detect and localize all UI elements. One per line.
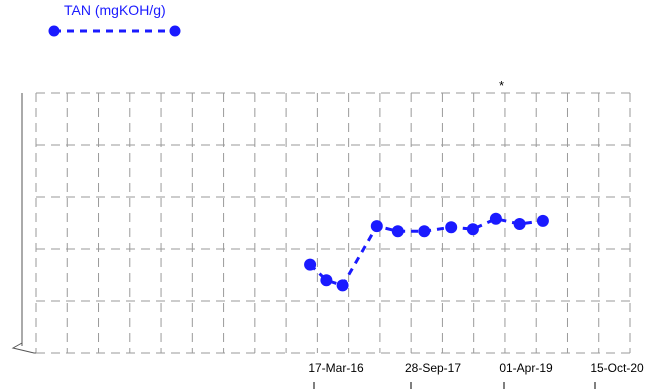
x-axis-ticks: 17-Mar-16 28-Sep-17 01-Apr-19 15-Oct-20	[308, 361, 644, 389]
data-point	[304, 258, 317, 271]
data-point	[466, 223, 479, 236]
x-tick-label: 15-Oct-20	[590, 361, 644, 375]
data-point	[320, 274, 333, 287]
grid	[35, 92, 631, 354]
x-tick-label: 17-Mar-16	[308, 361, 364, 375]
data-point	[536, 214, 549, 227]
x-tick-label: 01-Apr-19	[499, 361, 553, 375]
legend-label: TAN (mgKOH/g)	[64, 2, 166, 18]
data-point	[336, 279, 349, 292]
legend-marker	[48, 25, 60, 37]
y-axis	[11, 93, 36, 354]
data-point	[418, 225, 431, 238]
data-point	[489, 212, 502, 225]
data-point	[370, 220, 383, 233]
data-point	[445, 221, 458, 234]
x-tick-label: 28-Sep-17	[405, 361, 461, 375]
axis-break-mark	[11, 342, 36, 354]
legend-marker	[169, 25, 181, 37]
legend: TAN (mgKOH/g)	[48, 2, 181, 37]
data-point	[391, 225, 404, 238]
data-point	[513, 218, 526, 230]
series-tan	[304, 212, 549, 292]
annotation-asterisk: *	[499, 78, 504, 93]
